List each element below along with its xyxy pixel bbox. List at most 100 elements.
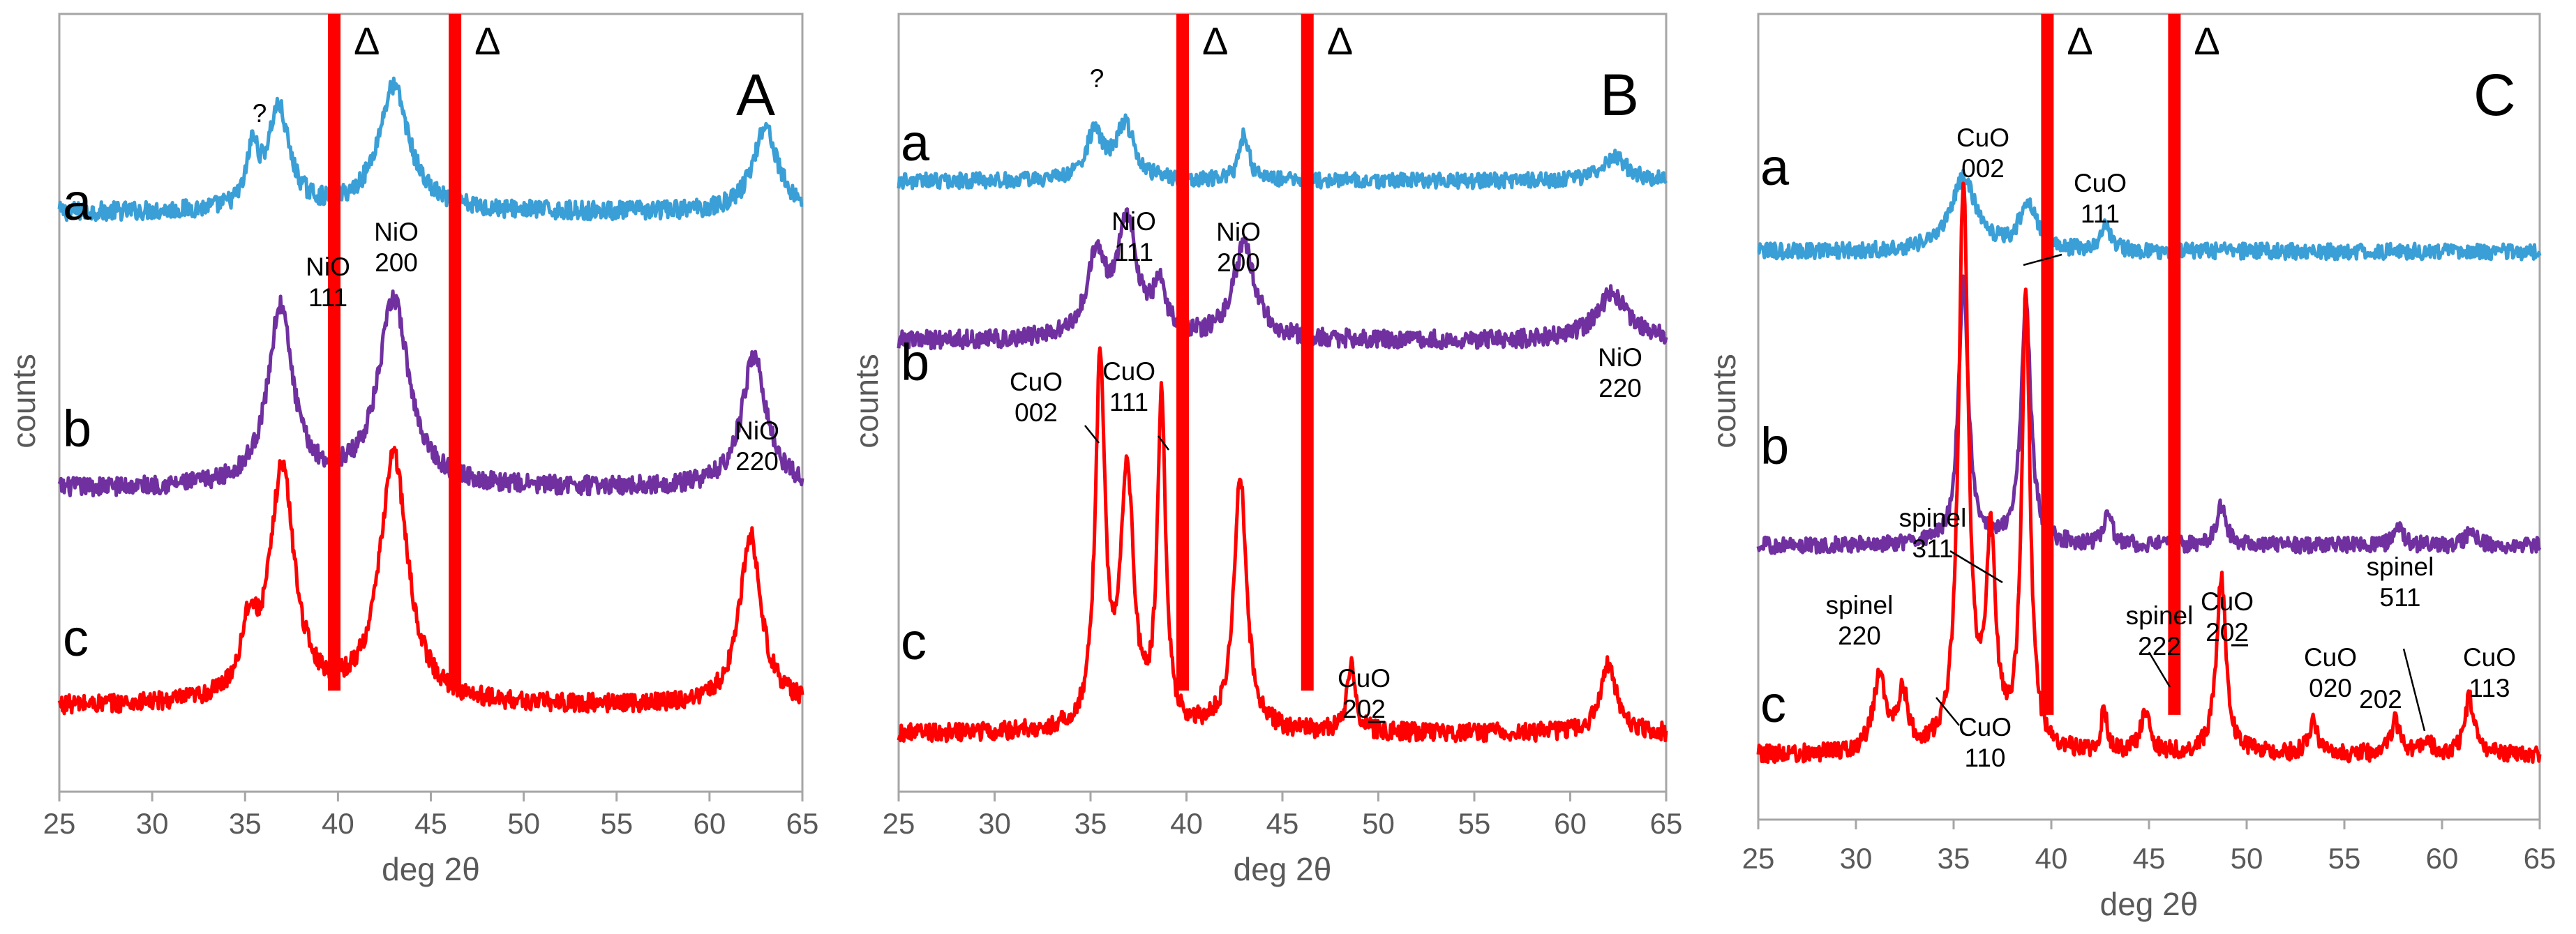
annotation-leader bbox=[1935, 697, 1960, 726]
peak-annotation: CuO 002 bbox=[1010, 368, 1063, 427]
panel-C: a b c Δ Δ C 25 30 35 40 45 50 55 60 65 deg 2θ counts CuO 0… bbox=[1706, 13, 2556, 922]
peak-annotation: NiO 111 bbox=[1111, 207, 1156, 266]
annotation-leader bbox=[2023, 253, 2062, 266]
peak-annotation: CuO 020 bbox=[2304, 643, 2357, 702]
x-tick-label: 65 bbox=[1650, 807, 1683, 840]
substrate-peak-label: Δ bbox=[474, 19, 500, 63]
x-axis-title: deg 2θ bbox=[1234, 851, 1332, 887]
x-tick-label: 35 bbox=[1938, 842, 1970, 875]
peak-annotation: spinel 511 bbox=[2367, 552, 2434, 612]
y-axis-title: counts bbox=[6, 354, 42, 449]
peak-annotation: NiO 200 bbox=[374, 218, 419, 277]
series-b-line bbox=[57, 289, 804, 498]
series-c-line bbox=[1756, 181, 2542, 764]
series-label-b: b bbox=[1760, 417, 1789, 475]
substrate-peak-bar bbox=[1301, 14, 1314, 691]
x-tick-label: 45 bbox=[1266, 807, 1299, 840]
panel-letter: B bbox=[1600, 62, 1639, 128]
x-tick-label: 40 bbox=[2035, 842, 2068, 875]
plot-frame bbox=[897, 13, 1668, 793]
series-label-b: b bbox=[901, 333, 929, 391]
annotation-leader bbox=[2402, 648, 2426, 732]
substrate-peak-label: Δ bbox=[1327, 19, 1353, 63]
peak-annotation: CuO 111 bbox=[1102, 357, 1155, 416]
x-tick-label: 35 bbox=[229, 807, 262, 840]
x-tick-label: 60 bbox=[1554, 807, 1587, 840]
panel-A: a b c Δ Δ A 25 30 35 40 45 50 55 60 65 deg 2θ counts? NiO… bbox=[6, 13, 819, 887]
x-tick-label: 30 bbox=[136, 807, 169, 840]
substrate-peak-label: Δ bbox=[2067, 19, 2092, 63]
series-label-a: a bbox=[63, 173, 92, 231]
peak-annotation: ? bbox=[253, 99, 267, 128]
x-tick-label: 40 bbox=[1170, 807, 1203, 840]
annotation-leader bbox=[1158, 435, 1169, 451]
x-tick-label: 25 bbox=[883, 807, 915, 840]
peak-annotation: NiO 200 bbox=[1216, 218, 1261, 277]
series-c-line bbox=[57, 446, 804, 716]
peak-annotation: CuO 113 bbox=[2463, 643, 2516, 702]
substrate-peak-bar bbox=[2041, 14, 2054, 715]
peak-annotation: CuO 202 bbox=[1338, 664, 1391, 723]
x-tick-label: 65 bbox=[2524, 842, 2556, 875]
x-tick-label: 50 bbox=[1362, 807, 1395, 840]
annotation-leader bbox=[2148, 651, 2171, 688]
x-tick-label: 45 bbox=[414, 807, 447, 840]
annotation-leader bbox=[1949, 550, 2003, 584]
series-label-b: b bbox=[63, 400, 91, 458]
x-tick-label: 25 bbox=[1742, 842, 1775, 875]
peak-annotation: NiO 220 bbox=[1598, 343, 1642, 402]
y-axis-title: counts bbox=[1706, 354, 1742, 449]
series-b-line bbox=[1756, 274, 2542, 555]
peak-annotation: ? bbox=[1090, 64, 1104, 93]
substrate-peak-label: Δ bbox=[354, 19, 380, 63]
plot-frame bbox=[1757, 13, 2541, 821]
x-tick-label: 50 bbox=[507, 807, 540, 840]
series-label-c: c bbox=[1760, 675, 1786, 733]
peak-annotation: 202 bbox=[2359, 685, 2402, 714]
series-a-line bbox=[897, 113, 1668, 190]
peak-annotation: CuO 111 bbox=[2074, 169, 2127, 228]
series-b-line bbox=[897, 207, 1668, 351]
plot-frame bbox=[58, 13, 804, 793]
peak-annotation: spinel 222 bbox=[2126, 601, 2194, 661]
x-tick-label: 25 bbox=[43, 807, 76, 840]
x-tick-label: 30 bbox=[1840, 842, 1873, 875]
series-label-c: c bbox=[901, 612, 927, 670]
series-label-a: a bbox=[901, 114, 930, 172]
peak-annotation: CuO 002 bbox=[1956, 123, 2009, 183]
peak-annotation: spinel 220 bbox=[1826, 591, 1894, 650]
peak-annotation: CuO 202 bbox=[2201, 587, 2254, 647]
x-tick-label: 55 bbox=[2328, 842, 2361, 875]
x-tick-label: 65 bbox=[786, 807, 819, 840]
peak-annotation: NiO 220 bbox=[735, 416, 779, 476]
substrate-peak-label: Δ bbox=[2194, 19, 2219, 63]
panel-letter: C bbox=[2473, 62, 2516, 128]
series-c-line bbox=[897, 346, 1668, 744]
annotation-leader bbox=[1084, 425, 1100, 444]
peak-annotation: NiO 111 bbox=[306, 253, 350, 312]
x-tick-label: 55 bbox=[1458, 807, 1491, 840]
x-tick-label: 40 bbox=[322, 807, 354, 840]
substrate-peak-bar bbox=[449, 14, 462, 691]
x-tick-label: 30 bbox=[978, 807, 1011, 840]
x-tick-label: 60 bbox=[2426, 842, 2459, 875]
panel-B: a b c Δ Δ B 25 30 35 40 45 50 55 60 65 deg 2θ counts? NiO… bbox=[848, 13, 1683, 887]
panel-letter: A bbox=[736, 62, 775, 128]
y-axis-title: counts bbox=[848, 354, 885, 449]
peak-annotation: spinel 311 bbox=[1899, 504, 1967, 563]
x-tick-label: 50 bbox=[2231, 842, 2263, 875]
x-tick-label: 55 bbox=[600, 807, 633, 840]
substrate-peak-label: Δ bbox=[1202, 19, 1228, 63]
x-tick-label: 35 bbox=[1074, 807, 1107, 840]
x-axis-title: deg 2θ bbox=[382, 851, 480, 887]
substrate-peak-bar bbox=[328, 14, 341, 691]
peak-annotation: CuO 110 bbox=[1959, 713, 2012, 772]
series-a-line bbox=[57, 76, 804, 223]
x-tick-label: 60 bbox=[694, 807, 726, 840]
series-label-c: c bbox=[63, 609, 89, 667]
substrate-peak-bar bbox=[2168, 14, 2181, 715]
x-axis-title: deg 2θ bbox=[2100, 886, 2199, 922]
x-tick-label: 45 bbox=[2133, 842, 2166, 875]
series-label-a: a bbox=[1760, 138, 1790, 196]
